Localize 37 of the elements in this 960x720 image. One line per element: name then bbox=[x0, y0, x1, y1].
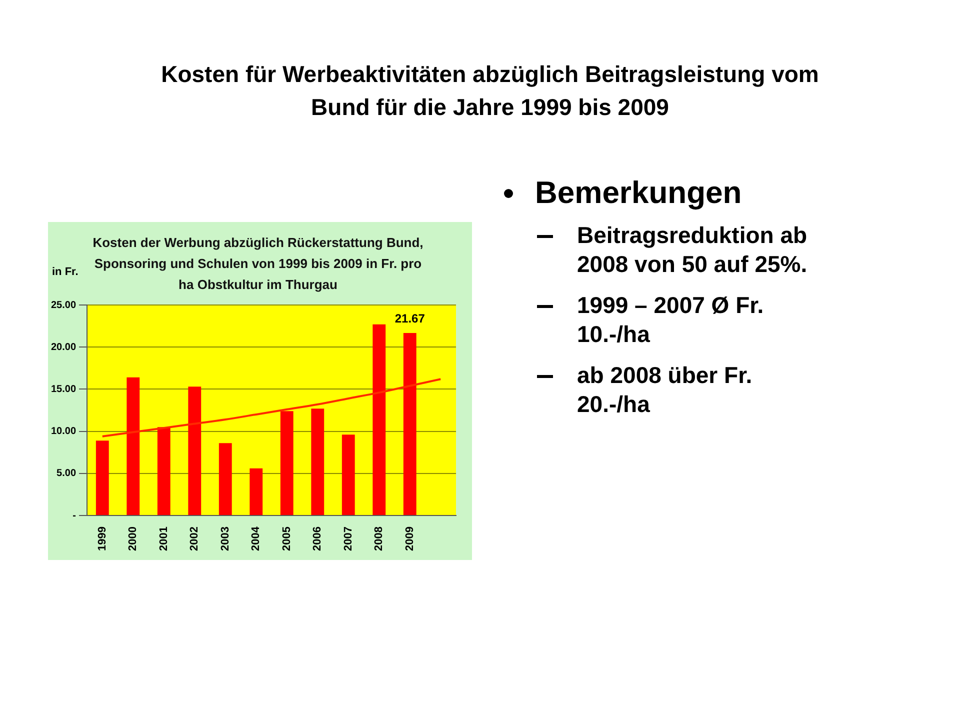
bar bbox=[372, 324, 386, 516]
bar bbox=[342, 434, 355, 516]
y-tick-label: 20.00 bbox=[50, 342, 76, 353]
bar bbox=[250, 468, 263, 516]
bar bbox=[188, 386, 202, 516]
bar bbox=[96, 440, 109, 516]
x-tick-label: 1999 bbox=[96, 526, 108, 552]
text: Beitragsreduktion ab 2008 von 50 auf 25%. bbox=[577, 222, 808, 277]
x-tick-label: 2008 bbox=[373, 526, 386, 552]
x-tick-label: 2006 bbox=[312, 526, 324, 552]
x-tick-label: 2005 bbox=[280, 526, 293, 552]
x-tick-label: 2002 bbox=[188, 526, 201, 552]
text: 1999 – 2007 Ø Fr. 10.-/ha bbox=[577, 292, 764, 347]
bar bbox=[311, 408, 324, 516]
text: ab 2008 über Fr. 20.-/ha bbox=[577, 362, 752, 417]
y-tick-label: - bbox=[72, 510, 76, 522]
y-tick-label: 25.00 bbox=[50, 300, 76, 311]
chart-subtitle: Kosten der Werbung abzüglich Rückerstattung Bund, Sponsoring und Schulen von 1999 bis 2009 in Fr. pro ha Obstkultur im Thurgau bbox=[92, 234, 424, 294]
x-tick-label: 2000 bbox=[127, 526, 140, 552]
x-tick-label: 2004 bbox=[250, 526, 262, 552]
chart-title: Kosten für Werbeaktivitäten abzüglich Beitragsleistung vom Bund für die Jahre 1999 bis 2009 bbox=[160, 60, 820, 122]
y-axis-title: in Fr. bbox=[52, 266, 78, 278]
x-tick-label: 2003 bbox=[219, 526, 232, 552]
y-tick-label: 10.00 bbox=[50, 426, 76, 438]
y-tick-label: 15.00 bbox=[50, 384, 76, 395]
bar bbox=[157, 427, 170, 516]
bar bbox=[403, 333, 416, 516]
line-series bbox=[101, 378, 442, 438]
bar bbox=[280, 411, 294, 516]
y-tick-label: 5.00 bbox=[56, 468, 76, 480]
x-tick-label: 2001 bbox=[158, 526, 170, 552]
x-tick-label: 2007 bbox=[342, 526, 354, 552]
data-label: 21.67 bbox=[394, 311, 426, 326]
x-tick-label: 2009 bbox=[404, 526, 416, 552]
text: Bemerkungen bbox=[535, 175, 742, 210]
bar bbox=[218, 443, 232, 516]
bar bbox=[126, 377, 140, 516]
